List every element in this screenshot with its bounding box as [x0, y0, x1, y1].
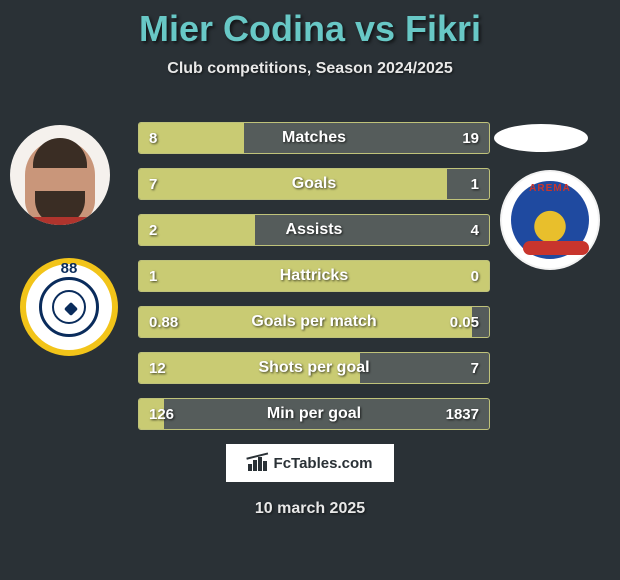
club-left-inner: 88: [39, 277, 99, 337]
stat-label: Goals: [292, 175, 336, 193]
chart-icon: [248, 455, 268, 471]
arema-label: AREMA: [517, 183, 583, 194]
stat-left-value: 2: [149, 222, 157, 239]
club-right-badge: AREMA: [500, 170, 600, 270]
face-shape: [25, 140, 95, 225]
stat-right-value: 7: [471, 360, 479, 377]
stat-label: Hattricks: [280, 267, 348, 285]
stat-left-value: 8: [149, 130, 157, 147]
stat-left-value: 1: [149, 268, 157, 285]
arema-ribbon: [523, 241, 589, 255]
stat-left-value: 0.88: [149, 314, 178, 331]
stat-right-value: 1837: [446, 406, 479, 423]
ball-icon: [52, 290, 86, 324]
stat-right-value: 0: [471, 268, 479, 285]
stat-bar: 7 Goals 1: [138, 168, 490, 200]
stat-right-value: 0.05: [450, 314, 479, 331]
stat-bar: 12 Shots per goal 7: [138, 352, 490, 384]
stat-right-value: 19: [462, 130, 479, 147]
stat-bar: 1 Hattricks 0: [138, 260, 490, 292]
page-title: Mier Codina vs Fikri: [0, 0, 620, 50]
fctables-logo: FcTables.com: [226, 444, 394, 482]
stat-bar: 2 Assists 4: [138, 214, 490, 246]
stat-bar: 126 Min per goal 1837: [138, 398, 490, 430]
player-right-placeholder: [494, 124, 588, 152]
club-left-number: 88: [61, 260, 78, 277]
stat-label: Goals per match: [251, 313, 376, 331]
date-label: 10 march 2025: [0, 500, 620, 518]
stats-container: 8Matches197Goals12Assists41Hattricks00.8…: [138, 122, 490, 444]
stat-label: Matches: [282, 129, 346, 147]
subtitle: Club competitions, Season 2024/2025: [0, 60, 620, 78]
stat-left-value: 126: [149, 406, 174, 423]
club-left-badge: 88: [20, 258, 118, 356]
player-left-avatar: [10, 125, 110, 225]
stat-bar: 0.88 Goals per match 0.05: [138, 306, 490, 338]
stat-label: Min per goal: [267, 405, 361, 423]
stat-bar: 8 Matches 19: [138, 122, 490, 154]
logo-text: FcTables.com: [274, 455, 373, 472]
shirt-shape: [25, 217, 95, 225]
hair-shape: [33, 138, 87, 168]
stat-right-value: 1: [471, 176, 479, 193]
stat-left-value: 7: [149, 176, 157, 193]
stat-label: Shots per goal: [258, 359, 369, 377]
stat-label: Assists: [286, 221, 343, 239]
arema-crest: AREMA: [511, 181, 589, 259]
stat-right-value: 4: [471, 222, 479, 239]
stat-left-value: 12: [149, 360, 166, 377]
